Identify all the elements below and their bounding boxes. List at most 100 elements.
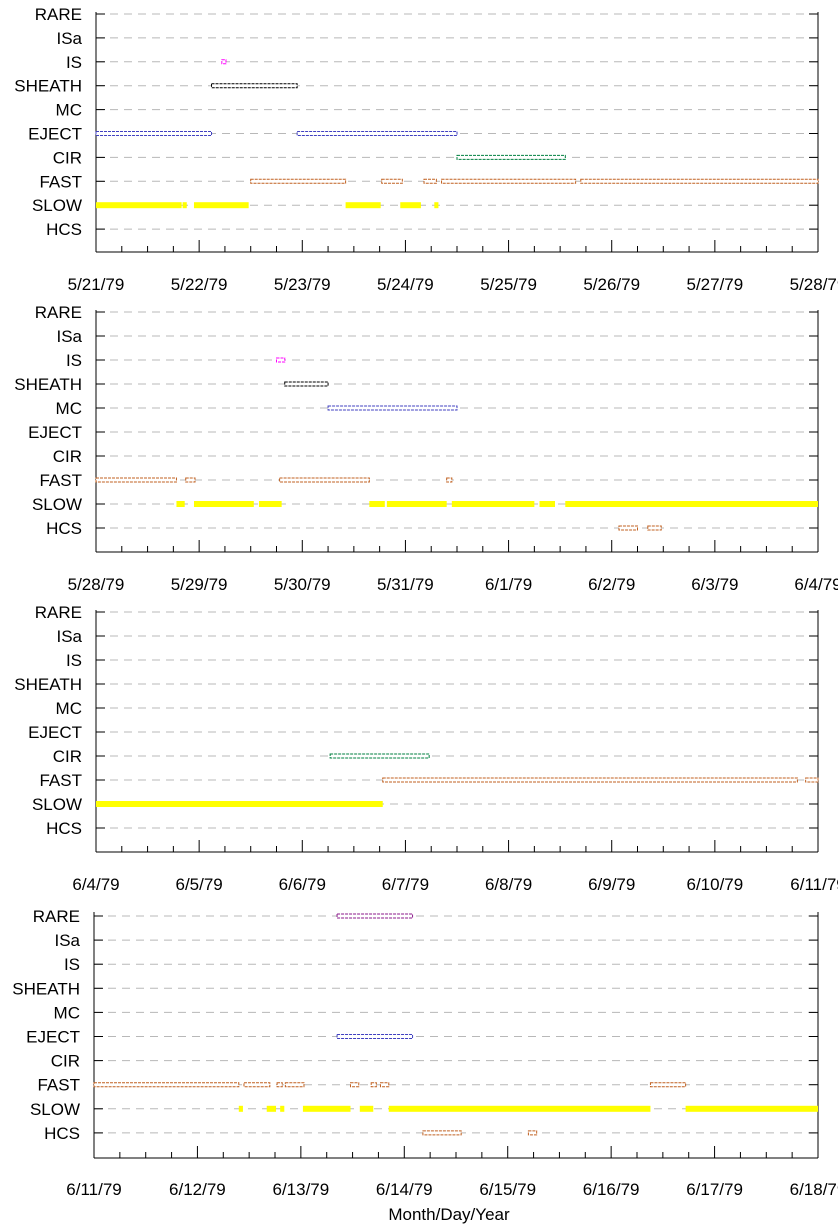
interval-slow [345, 202, 381, 209]
x-tick-label: 5/29/79 [171, 575, 228, 594]
interval-slow [182, 202, 187, 209]
interval-fast [649, 1082, 687, 1088]
interval-is [276, 357, 286, 363]
category-label: RARE [33, 907, 80, 926]
interval-fast [93, 1082, 240, 1088]
interval-slow [266, 1105, 277, 1112]
category-label: CIR [53, 148, 82, 167]
interval-fast [279, 477, 370, 483]
interval-mc [327, 405, 458, 411]
interval-fast [370, 1082, 377, 1088]
category-label: FAST [39, 771, 82, 790]
interval-slow [280, 1105, 285, 1112]
x-tick-label: 5/27/79 [686, 275, 743, 294]
interval-cir [329, 753, 430, 759]
interval-fast [805, 777, 819, 783]
interval-slow [388, 1105, 651, 1112]
x-tick-label: 6/9/79 [588, 875, 635, 894]
x-tick-label: 6/17/79 [686, 1180, 743, 1199]
category-label: IS [66, 53, 82, 72]
category-label: CIR [53, 447, 82, 466]
category-label: FAST [39, 471, 82, 490]
x-tick-label: 5/31/79 [377, 575, 434, 594]
interval-hcs [647, 525, 662, 531]
interval-fast [379, 1082, 390, 1088]
interval-slow [685, 1105, 818, 1112]
interval-slow [258, 501, 282, 507]
category-label: IS [64, 955, 80, 974]
category-label: ISa [56, 327, 82, 346]
interval-hcs [422, 1130, 462, 1136]
category-label: MC [54, 1003, 80, 1022]
interval-slow [96, 202, 182, 209]
x-tick-label: 6/1/79 [485, 575, 532, 594]
interval-slow [176, 501, 185, 507]
x-tick-label: 6/11/79 [790, 875, 838, 894]
x-tick-label: 6/11/79 [66, 1180, 121, 1199]
interval-slow [369, 501, 385, 507]
interval-fast [95, 477, 177, 483]
category-label: EJECT [28, 423, 82, 442]
x-tick-label: 6/3/79 [691, 575, 738, 594]
interval-fast [284, 1082, 305, 1088]
category-label: HCS [46, 819, 82, 838]
category-label: SLOW [30, 1100, 80, 1119]
x-tick-label: 6/6/79 [279, 875, 326, 894]
category-label: RARE [35, 5, 82, 24]
interval-slow [386, 501, 447, 507]
category-label: SLOW [32, 196, 82, 215]
interval-hcs [527, 1130, 538, 1136]
interval-fast [243, 1082, 271, 1088]
category-label: ISa [54, 931, 80, 950]
interval-fast [446, 477, 453, 483]
category-label: FAST [37, 1076, 80, 1095]
category-label: SLOW [32, 495, 82, 514]
category-label: SHEATH [14, 77, 82, 96]
interval-slow [302, 1105, 351, 1112]
interval-fast [276, 1082, 283, 1088]
interval-fast [580, 178, 819, 184]
category-label: MC [56, 101, 82, 120]
category-label: EJECT [28, 723, 82, 742]
interval-fast [382, 777, 798, 783]
interval-slow [539, 501, 555, 507]
x-tick-label: 6/4/79 [72, 875, 119, 894]
x-tick-label: 6/15/79 [479, 1180, 536, 1199]
x-tick-label: 6/12/79 [169, 1180, 226, 1199]
x-tick-label: 6/18/79 [790, 1180, 838, 1199]
x-tick-label: 5/21/79 [68, 275, 125, 294]
x-tick-label: 6/7/79 [382, 875, 429, 894]
interval-slow [451, 501, 535, 507]
category-label: IS [66, 351, 82, 370]
interval-fast [441, 178, 577, 184]
x-tick-label: 6/5/79 [176, 875, 223, 894]
interval-slow [359, 1105, 374, 1112]
x-tick-label: 6/14/79 [376, 1180, 433, 1199]
interval-rare [336, 913, 414, 919]
interval-eject [296, 131, 458, 136]
interval-slow [434, 202, 439, 209]
interval-cir [456, 154, 566, 160]
x-tick-label: 6/16/79 [583, 1180, 640, 1199]
category-label: SHEATH [14, 375, 82, 394]
category-label: EJECT [28, 125, 82, 144]
category-label: HCS [44, 1124, 80, 1143]
interval-sheath [284, 381, 329, 387]
interval-sheath [211, 83, 298, 89]
x-tick-label: 5/30/79 [274, 575, 331, 594]
category-label: SHEATH [14, 675, 82, 694]
category-label: FAST [39, 172, 82, 191]
interval-hcs [618, 525, 638, 531]
x-tick-label: 6/8/79 [485, 875, 532, 894]
interval-slow [238, 1105, 243, 1112]
category-label: CIR [53, 747, 82, 766]
x-tick-label: 5/22/79 [171, 275, 228, 294]
interval-is [221, 59, 227, 65]
x-tick-label: 5/28/79 [68, 575, 125, 594]
x-tick-label: 6/10/79 [686, 875, 743, 894]
interval-eject [336, 1034, 414, 1039]
category-label: SHEATH [12, 979, 80, 998]
category-label: SLOW [32, 795, 82, 814]
x-tick-label: 5/23/79 [274, 275, 331, 294]
